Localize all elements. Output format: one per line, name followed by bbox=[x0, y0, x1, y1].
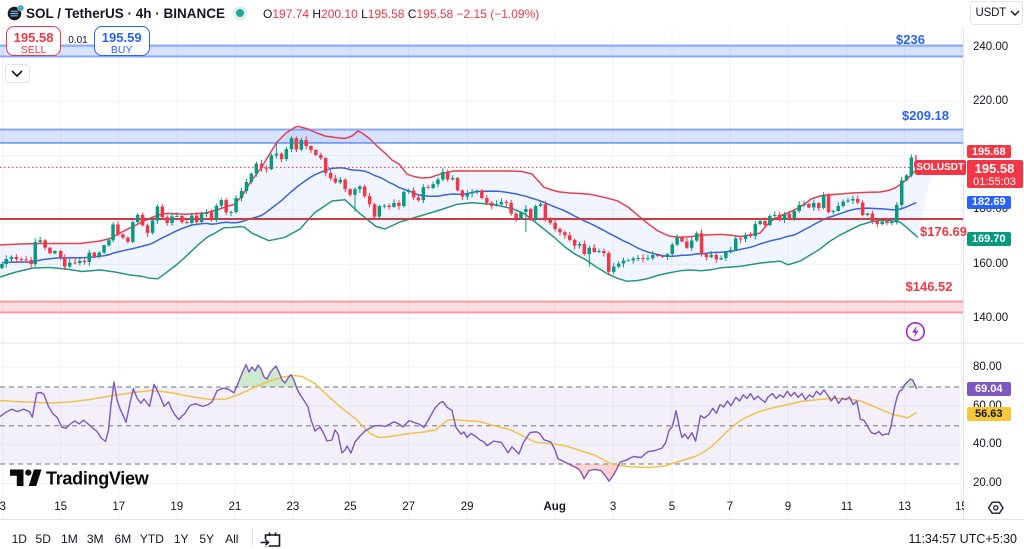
svg-text:TradingView: TradingView bbox=[46, 469, 150, 489]
svg-text:?: ? bbox=[20, 6, 23, 11]
